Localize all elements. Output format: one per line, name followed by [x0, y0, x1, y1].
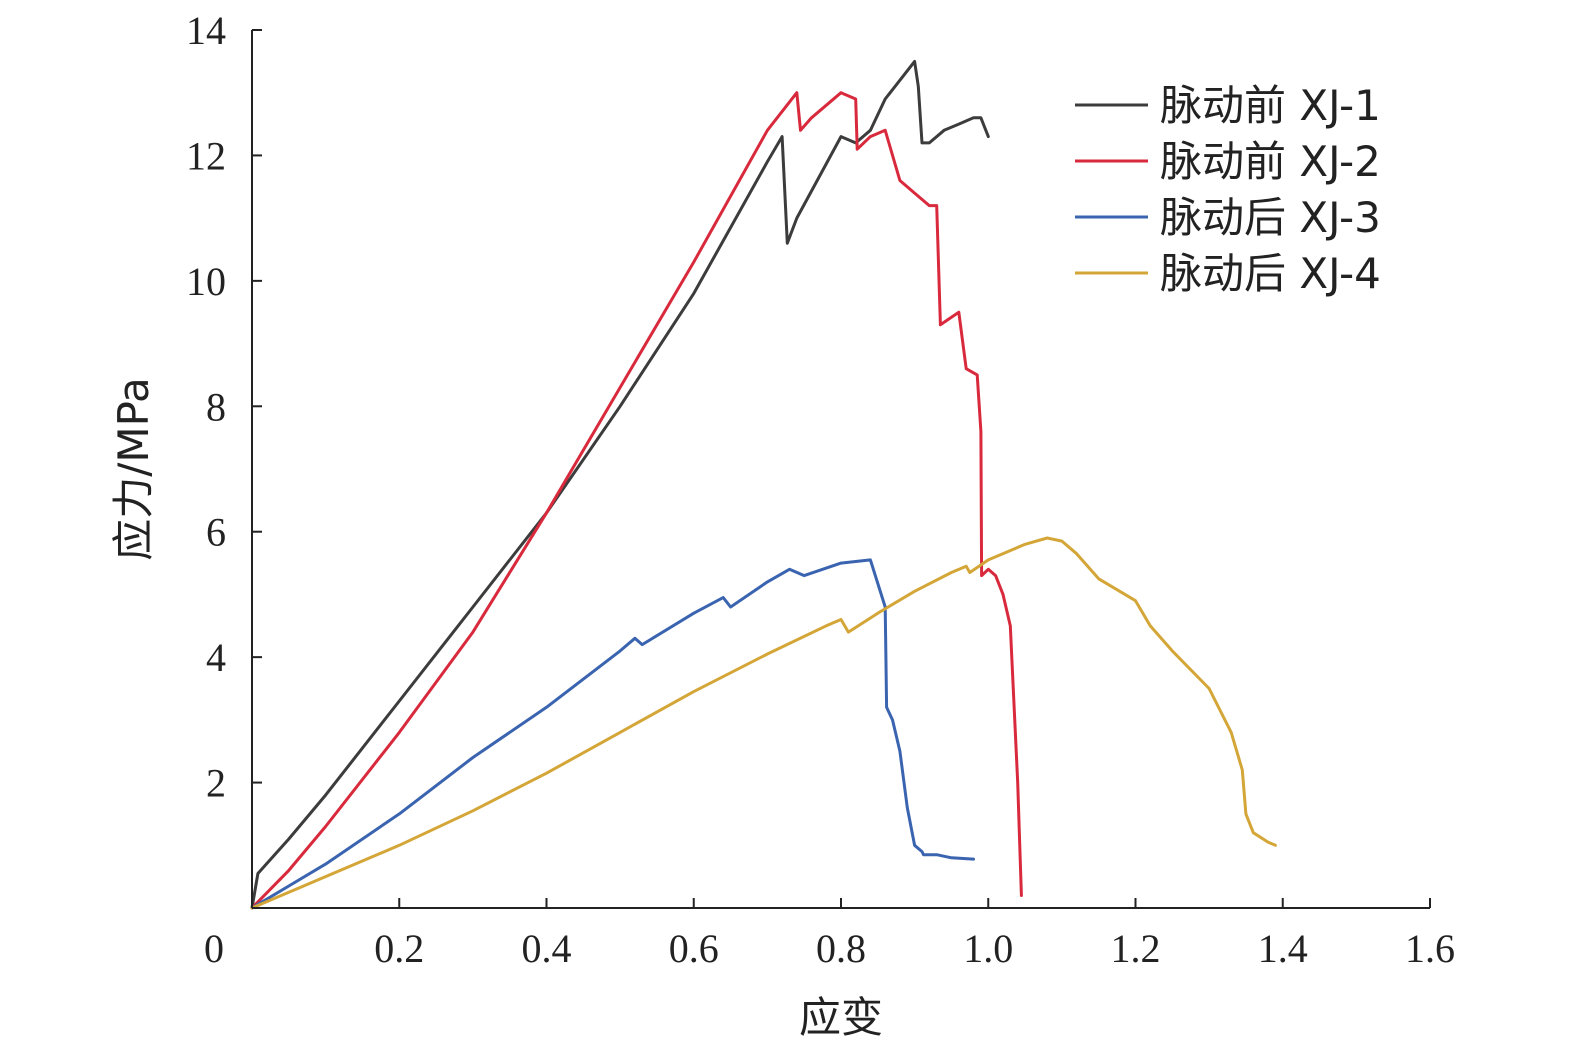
x-tick-label: 1.4	[1258, 926, 1308, 971]
y-tick-label: 4	[206, 635, 226, 680]
x-tick-label: 0.6	[669, 926, 719, 971]
x-tick-label: 0.8	[816, 926, 866, 971]
ticks	[252, 29, 1431, 908]
x-tick-label: 0.4	[522, 926, 572, 971]
y-tick-label: 10	[186, 259, 226, 304]
series-line-3	[250, 558, 975, 910]
legend-label-3: 脉动后 XJ-3	[1160, 193, 1381, 242]
legend-label-1: 脉动前 XJ-1	[1160, 81, 1381, 130]
y-tick-label: 14	[186, 8, 226, 53]
legend-label-4: 脉动后 XJ-4	[1160, 249, 1381, 298]
plot-lines	[250, 59, 1277, 910]
y-tick-label: 2	[206, 761, 226, 806]
y-tick-label: 8	[206, 384, 226, 429]
legend-label-2: 脉动前 XJ-2	[1160, 137, 1381, 186]
x-tick-label: 1.0	[963, 926, 1013, 971]
x-tick-label: 0.2	[374, 926, 424, 971]
x-tick-label: 1.6	[1405, 926, 1455, 971]
y-tick-label: 12	[186, 133, 226, 178]
y-tick-label: 6	[206, 510, 226, 555]
x-tick-label: 0	[204, 926, 224, 971]
series-line-1	[250, 59, 990, 910]
series-line-2	[250, 91, 1023, 910]
y-axis-title: 应力/MPa	[109, 377, 158, 561]
x-tick-label: 1.2	[1111, 926, 1161, 971]
tick-labels: 0 0.2 0.4 0.6 0.8 1.0 1.2 1.4 1.6 2 4 6 8 10 12 14	[186, 8, 1455, 971]
legend: 脉动前 XJ-1 脉动前 XJ-2 脉动后 XJ-3 脉动后 XJ-4	[1075, 81, 1381, 298]
x-axis-title: 应变	[799, 993, 883, 1042]
series-line-4	[250, 536, 1277, 910]
